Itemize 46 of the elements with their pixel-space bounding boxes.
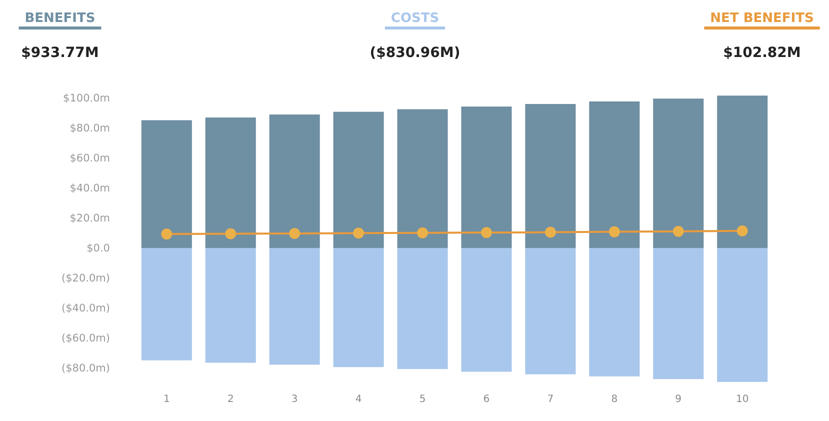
x-tick-label: 2 <box>227 394 234 406</box>
bar <box>333 112 384 248</box>
bar <box>269 248 320 365</box>
bar <box>205 248 256 363</box>
text: NET BENEFITS <box>710 11 814 26</box>
x-tick-label: 9 <box>675 394 682 406</box>
bar <box>653 98 704 248</box>
bar <box>141 120 192 248</box>
y-tick-label: $20.0m <box>70 212 110 224</box>
y-tick-label: ($20.0m) <box>62 272 110 284</box>
x-tick-label: 6 <box>483 394 490 406</box>
x-tick-label: 3 <box>291 394 298 406</box>
bar <box>397 248 448 370</box>
x-tick-label: 1 <box>163 394 170 406</box>
text: $933.77M <box>21 45 99 61</box>
bar <box>461 106 512 248</box>
bar <box>525 104 576 248</box>
bar <box>269 114 320 248</box>
y-tick-label: $0.0 <box>86 242 110 254</box>
bar <box>589 101 640 248</box>
y-tick-label: ($40.0m) <box>62 302 110 314</box>
y-tick-label: ($80.0m) <box>62 362 110 374</box>
bar <box>717 248 768 382</box>
text: BENEFITS <box>24 11 96 26</box>
bar <box>333 248 384 368</box>
bar <box>525 248 576 374</box>
bar <box>141 248 192 360</box>
bar <box>205 118 256 248</box>
bar <box>717 96 768 248</box>
y-tick-label: $80.0m <box>70 122 110 134</box>
y-tick-label: $40.0m <box>70 182 110 194</box>
y-tick-label: $100.0m <box>63 92 110 104</box>
bar <box>397 109 448 248</box>
bar <box>653 248 704 380</box>
text: $102.82M <box>723 45 801 61</box>
y-tick-label: $60.0m <box>70 152 110 164</box>
text: COSTS <box>390 11 440 26</box>
y-tick-label: ($60.0m) <box>62 332 110 344</box>
x-tick-label: 7 <box>547 394 554 406</box>
x-tick-label: 8 <box>611 394 618 406</box>
bar <box>589 248 640 376</box>
x-tick-label: 10 <box>736 394 749 406</box>
x-tick-label: 4 <box>355 394 362 406</box>
x-tick-label: 5 <box>419 394 426 406</box>
text: ($830.96M) <box>370 45 460 61</box>
bar <box>461 248 512 372</box>
